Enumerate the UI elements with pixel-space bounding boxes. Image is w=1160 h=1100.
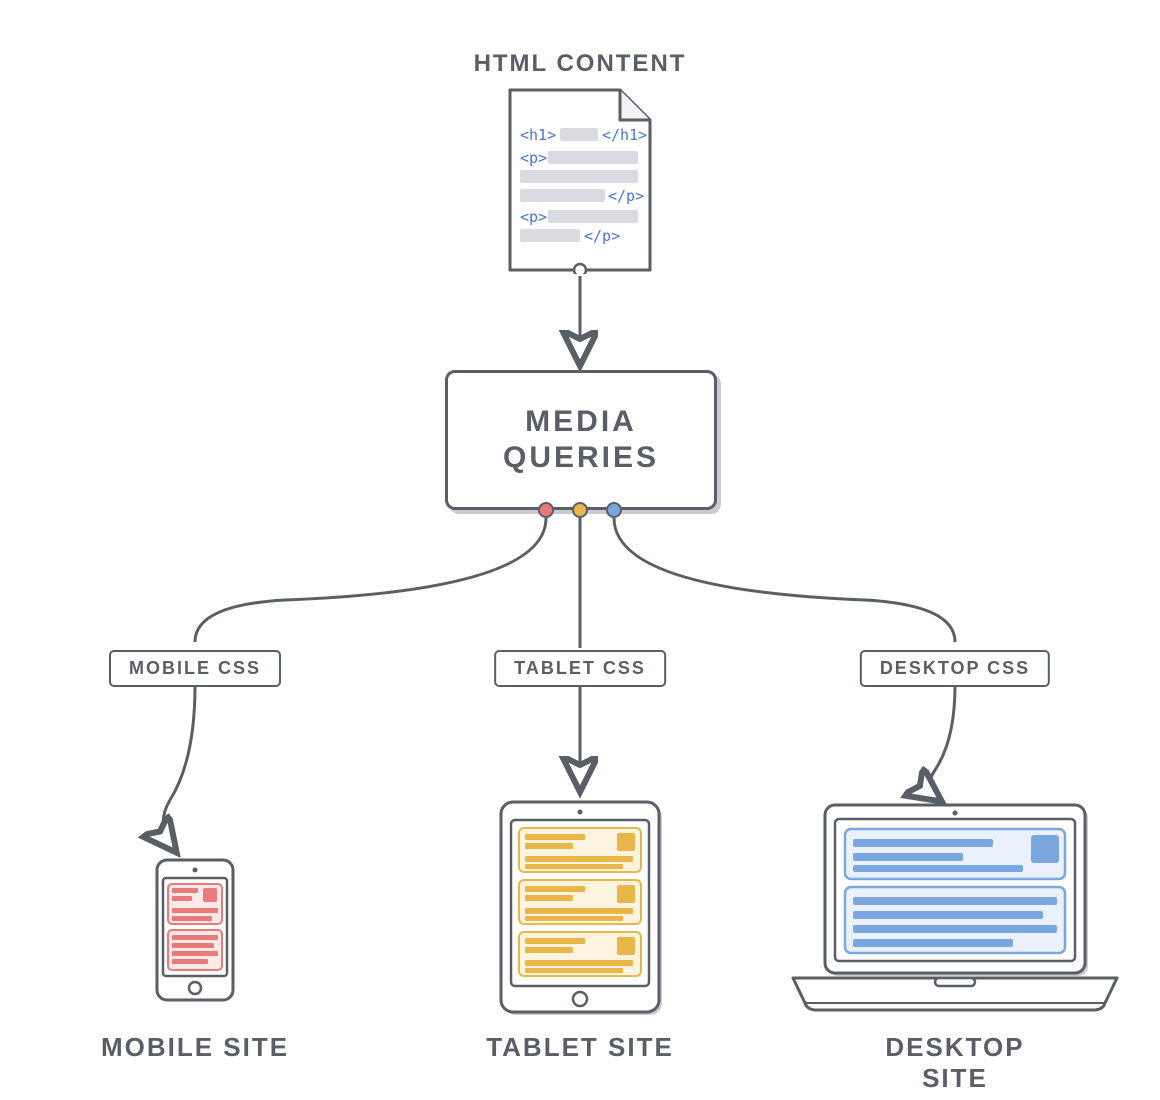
svg-text:</h1>: </h1> [602, 126, 647, 144]
media-queries-box: MEDIA QUERIES [445, 370, 717, 510]
tablet-site-title: TABLET SITE [486, 1032, 674, 1063]
mobile-css-label: MOBILE CSS [109, 650, 281, 687]
svg-text:</p>: </p> [608, 187, 644, 205]
media-dot-1 [572, 502, 588, 518]
desktop-css-label: DESKTOP CSS [860, 650, 1050, 687]
svg-text:<p>: <p> [520, 149, 547, 167]
title-html-content: HTML CONTENT [474, 50, 687, 78]
html-document-icon: <h1> </h1> <p> </p> <p> </p> [506, 86, 654, 274]
mobile-device-icon [152, 855, 238, 1005]
desktop-device-icon [785, 800, 1125, 1025]
svg-text:<p>: <p> [520, 208, 547, 226]
media-dot-0 [538, 502, 554, 518]
tablet-device-icon [494, 795, 666, 1019]
media-line2: QUERIES [503, 440, 659, 476]
mobile-site-title: MOBILE SITE [101, 1032, 289, 1063]
desktop-site-title: DESKTOP SITE [853, 1032, 1058, 1094]
svg-text:<h1>: <h1> [520, 126, 556, 144]
media-line1: MEDIA [525, 404, 637, 440]
svg-text:</p>: </p> [584, 227, 620, 245]
media-dot-2 [606, 502, 622, 518]
tablet-css-label: TABLET CSS [494, 650, 666, 687]
